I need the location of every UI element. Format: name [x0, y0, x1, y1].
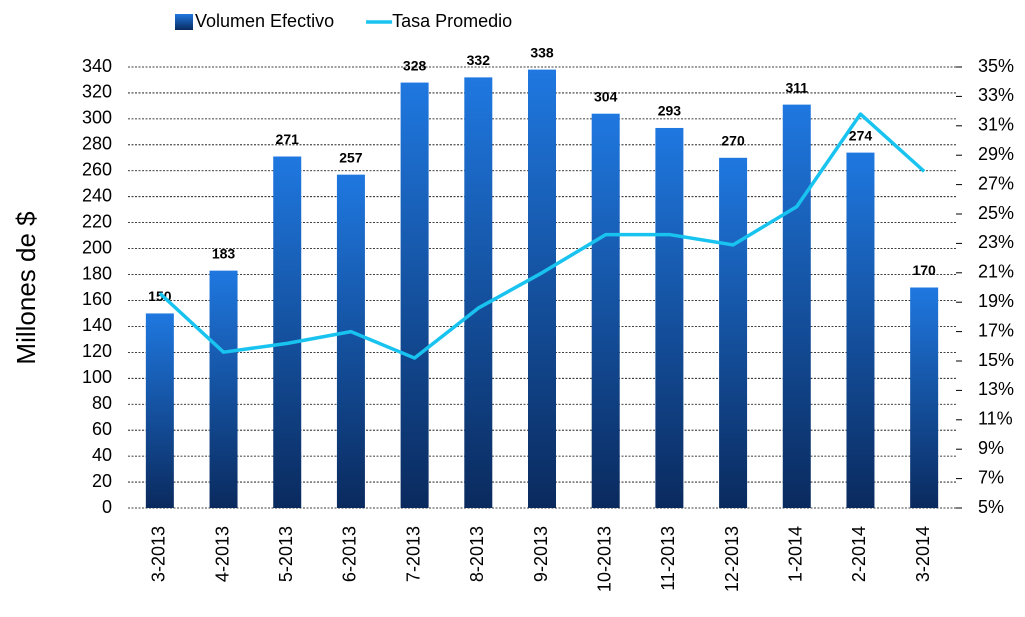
- x-tick-label: 6-2013: [340, 526, 360, 582]
- data-label: 257: [339, 149, 363, 165]
- x-tick-label: 1-2014: [786, 526, 806, 582]
- data-label: 183: [212, 245, 236, 261]
- data-label: 328: [403, 57, 427, 73]
- y-tick-label: 280: [82, 134, 112, 154]
- bar: [400, 82, 429, 509]
- y-tick-label: 20: [92, 471, 112, 491]
- x-tick-label: 9-2013: [531, 526, 551, 582]
- y2-tick-label: 17%: [978, 320, 1014, 340]
- data-label: 304: [594, 88, 618, 104]
- bar: [655, 127, 684, 508]
- y-tick-label: 0: [102, 497, 112, 517]
- y-tick-label: 40: [92, 445, 112, 465]
- x-tick-label: 2-2014: [849, 526, 869, 582]
- bar: [846, 152, 875, 508]
- y-tick-label: 60: [92, 419, 112, 439]
- y2-tick-label: 25%: [978, 203, 1014, 223]
- bar: [719, 157, 748, 508]
- legend-swatch: [175, 14, 193, 30]
- y-tick-label: 300: [82, 108, 112, 128]
- y-tick-label: 200: [82, 237, 112, 257]
- bar: [782, 104, 811, 508]
- bar: [910, 287, 939, 508]
- data-label: 311: [785, 79, 808, 95]
- bar: [528, 69, 556, 508]
- y2-tick-label: 5%: [978, 497, 1004, 517]
- bar: [591, 113, 620, 508]
- y-tick-label: 100: [82, 367, 112, 387]
- y-tick-label: 120: [82, 341, 112, 361]
- y2-tick-label: 23%: [978, 232, 1014, 252]
- data-label: 270: [721, 132, 745, 148]
- y-tick-label: 240: [82, 185, 112, 205]
- y2-tick-label: 33%: [978, 85, 1014, 105]
- y-tick-label: 260: [82, 160, 112, 180]
- y-tick-label: 80: [92, 393, 112, 413]
- x-tick-label: 5-2013: [276, 526, 296, 582]
- y-axis-label: Millones de $: [11, 211, 41, 365]
- x-tick-label: 11-2013: [658, 526, 678, 591]
- legend-label: Volumen Efectivo: [195, 11, 334, 31]
- x-tick-label: 3-2014: [913, 526, 933, 582]
- y2-tick-label: 31%: [978, 115, 1014, 135]
- y2-tick-label: 15%: [978, 350, 1014, 370]
- y2-tick-label: 11%: [978, 409, 1013, 429]
- data-label: 332: [467, 52, 491, 68]
- y2-tick-label: 29%: [978, 144, 1014, 164]
- x-tick-label: 4-2013: [212, 526, 232, 582]
- y-tick-label: 160: [82, 289, 112, 309]
- y-tick-label: 220: [82, 211, 112, 231]
- x-tick-label: 12-2013: [722, 526, 742, 592]
- x-tick-label: 10-2013: [594, 526, 614, 592]
- data-label: 338: [530, 44, 554, 60]
- legend-label: Tasa Promedio: [392, 11, 512, 31]
- data-label: 293: [658, 103, 682, 119]
- bar: [464, 77, 493, 509]
- y-tick-label: 340: [82, 56, 112, 76]
- data-label: 170: [912, 262, 936, 278]
- x-tick-label: 8-2013: [467, 526, 487, 582]
- y-tick-label: 320: [82, 82, 112, 102]
- bar: [273, 156, 302, 508]
- bar: [336, 174, 365, 508]
- line: [158, 112, 926, 360]
- y2-tick-label: 35%: [978, 56, 1014, 76]
- y2-tick-label: 7%: [978, 467, 1004, 487]
- y-tick-label: 140: [82, 315, 112, 335]
- bar: [145, 313, 174, 508]
- y-tick-label: 180: [82, 263, 112, 283]
- bar: [209, 270, 238, 508]
- data-label: 271: [276, 131, 300, 147]
- y2-tick-label: 21%: [978, 262, 1014, 282]
- data-label: 274: [849, 127, 873, 143]
- y2-tick-label: 19%: [978, 291, 1014, 311]
- x-tick-label: 7-2013: [403, 526, 423, 582]
- y2-tick-label: 27%: [978, 173, 1014, 193]
- x-tick-label: 3-2013: [149, 526, 169, 582]
- y2-tick-label: 9%: [978, 438, 1004, 458]
- y2-tick-label: 13%: [978, 379, 1014, 399]
